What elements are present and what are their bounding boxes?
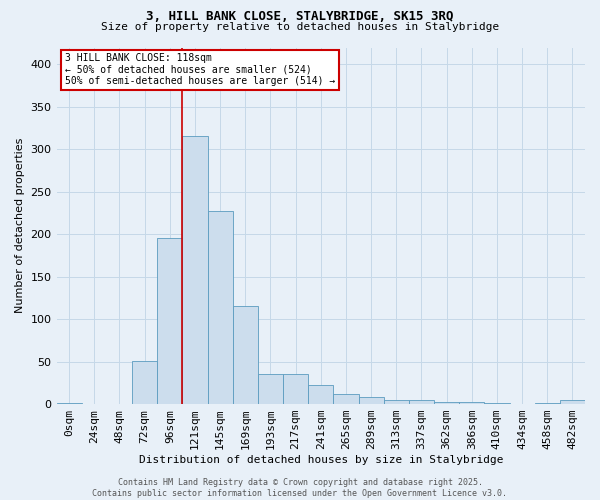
Bar (308, 384, 334, 404)
Bar (459, 402, 484, 404)
Bar (409, 400, 434, 404)
Bar (359, 398, 383, 404)
Bar (283, 374, 308, 404)
Y-axis label: Number of detached properties: Number of detached properties (15, 138, 25, 314)
Bar (383, 400, 409, 404)
Bar (484, 403, 509, 404)
Bar (334, 394, 359, 404)
Bar (560, 400, 585, 404)
Text: Contains HM Land Registry data © Crown copyright and database right 2025.
Contai: Contains HM Land Registry data © Crown c… (92, 478, 508, 498)
Bar (208, 210, 233, 404)
Bar (233, 306, 258, 404)
Bar (434, 402, 459, 404)
Text: Size of property relative to detached houses in Stalybridge: Size of property relative to detached ho… (101, 22, 499, 32)
Text: 3 HILL BANK CLOSE: 118sqm
← 50% of detached houses are smaller (524)
50% of semi: 3 HILL BANK CLOSE: 118sqm ← 50% of detac… (65, 53, 335, 86)
Bar (56, 403, 82, 404)
Bar (157, 238, 182, 404)
Bar (132, 361, 157, 404)
Bar (258, 374, 283, 404)
Bar (535, 403, 560, 404)
X-axis label: Distribution of detached houses by size in Stalybridge: Distribution of detached houses by size … (139, 455, 503, 465)
Bar (182, 136, 208, 404)
Text: 3, HILL BANK CLOSE, STALYBRIDGE, SK15 3RQ: 3, HILL BANK CLOSE, STALYBRIDGE, SK15 3R… (146, 10, 454, 23)
